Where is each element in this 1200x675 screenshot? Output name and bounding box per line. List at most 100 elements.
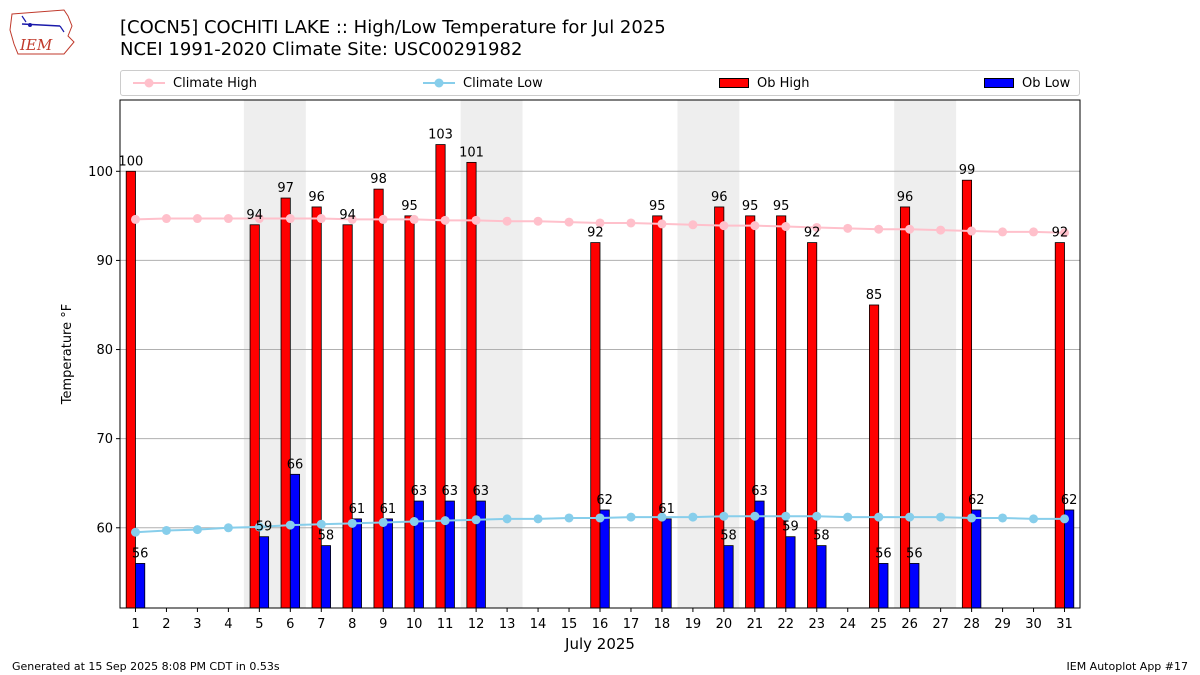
generated-timestamp: Generated at 15 Sep 2025 8:08 PM CDT in … [12,660,280,673]
ob-low-bar [258,536,270,609]
ob-high-label: 96 [308,190,325,205]
ob-low-label: 66 [287,457,304,472]
climate-high-point [409,214,419,224]
climate-high-point [533,216,543,226]
ob-low-label: 58 [813,529,830,544]
x-tick-label: 24 [839,617,856,632]
ob-low-bar [289,473,301,609]
ob-high-label: 94 [339,208,356,223]
ob-high-label: 96 [711,190,728,205]
climate-low-point [502,514,512,524]
ob-low-bar [971,509,982,609]
ob-high-label: 96 [897,190,914,205]
ob-high-bar [652,215,663,609]
climate-low-point [192,525,202,535]
x-tick-label: 15 [561,617,578,632]
ob-high-bar [961,179,973,609]
climate-low-point [471,515,481,525]
climate-high-point [874,224,884,234]
x-tick-label: 16 [592,617,609,632]
ob-low-label: 59 [782,520,799,535]
ob-high-label: 92 [804,226,821,241]
ob-low-label: 62 [596,493,613,508]
y-tick-label: 100 [88,165,113,180]
ob-low-bar [320,545,331,609]
climate-low-point [285,520,295,530]
ob-low-label: 58 [318,529,335,544]
ob-high-bar [280,197,291,609]
x-tick-label: 18 [654,617,671,632]
legend-climate-high: Climate High [133,71,257,95]
climate-low-point [1060,514,1070,524]
climate-low-point [409,517,419,527]
climate-high-point [130,214,140,224]
x-tick-label: 29 [994,617,1011,632]
ob-low-label: 61 [380,502,397,517]
x-tick-label: 3 [193,617,201,632]
y-tick-label: 80 [96,343,113,358]
climate-low-point [533,514,543,524]
y-tick-label: 70 [96,432,113,447]
x-tick-label: 25 [870,617,887,632]
ob-high-label: 92 [1052,226,1069,241]
climate-low-point [936,512,946,522]
ob-high-bar [373,188,384,609]
legend-ob-low-label: Ob Low [1022,75,1071,91]
ob-high-bar [776,215,787,609]
ob-high-legend-icon [719,78,749,88]
ob-high-label: 85 [866,288,883,303]
y-tick-label: 90 [96,254,113,269]
x-tick-label: 4 [224,617,232,632]
climate-low-point [440,516,450,526]
x-tick-label: 31 [1056,617,1073,632]
climate-low-point [378,517,388,527]
ob-high-bar [249,224,260,609]
climate-high-point [781,222,791,232]
x-tick-label: 23 [809,617,826,632]
climate-high-point [1060,228,1070,238]
x-tick-label: 9 [379,617,387,632]
ob-high-label: 103 [428,128,453,143]
climate-high-point [161,214,171,224]
ob-high-bar [435,144,446,609]
climate-high-point [595,218,605,228]
ob-high-label: 95 [401,199,418,214]
climate-low-point [1029,514,1039,524]
climate-low-point [254,522,264,532]
ob-low-label: 62 [968,493,985,508]
climate-low-point [719,511,729,521]
x-axis-label: July 2025 [564,635,635,653]
ob-low-bar [785,536,796,609]
ob-high-bar [311,206,322,609]
climate-high-point [657,219,667,229]
x-tick-label: 22 [778,617,795,632]
x-tick-label: 6 [286,617,294,632]
climate-high-point [223,214,233,224]
x-tick-label: 19 [685,617,702,632]
y-axis-label: Temperature °F [60,304,75,405]
legend-climate-low-label: Climate Low [463,75,543,91]
legend-climate-high-label: Climate High [173,75,258,91]
ob-high-label: 100 [118,154,143,169]
climate-low-point [626,512,636,522]
ob-low-label: 63 [473,484,490,499]
climate-high-point [812,222,822,232]
svg-text:IEM: IEM [19,36,53,54]
chart-legend: Climate High Climate Low Ob High Ob Low [120,70,1080,96]
legend-climate-low: Climate Low [423,71,543,95]
ob-high-bar [745,215,756,609]
climate-low-point [750,511,760,521]
ob-high-bar [125,170,136,609]
climate-high-point [998,227,1008,237]
ob-low-bar [723,545,734,609]
legend-ob-high: Ob High [719,71,810,95]
x-tick-label: 20 [716,617,733,632]
x-tick-label: 2 [162,617,170,632]
ob-high-label: 98 [370,172,387,187]
x-tick-label: 8 [348,617,356,632]
climate-low-point [223,523,233,533]
climate-low-point [998,513,1008,523]
climate-high-point [688,220,698,230]
climate-low-point [967,513,977,523]
